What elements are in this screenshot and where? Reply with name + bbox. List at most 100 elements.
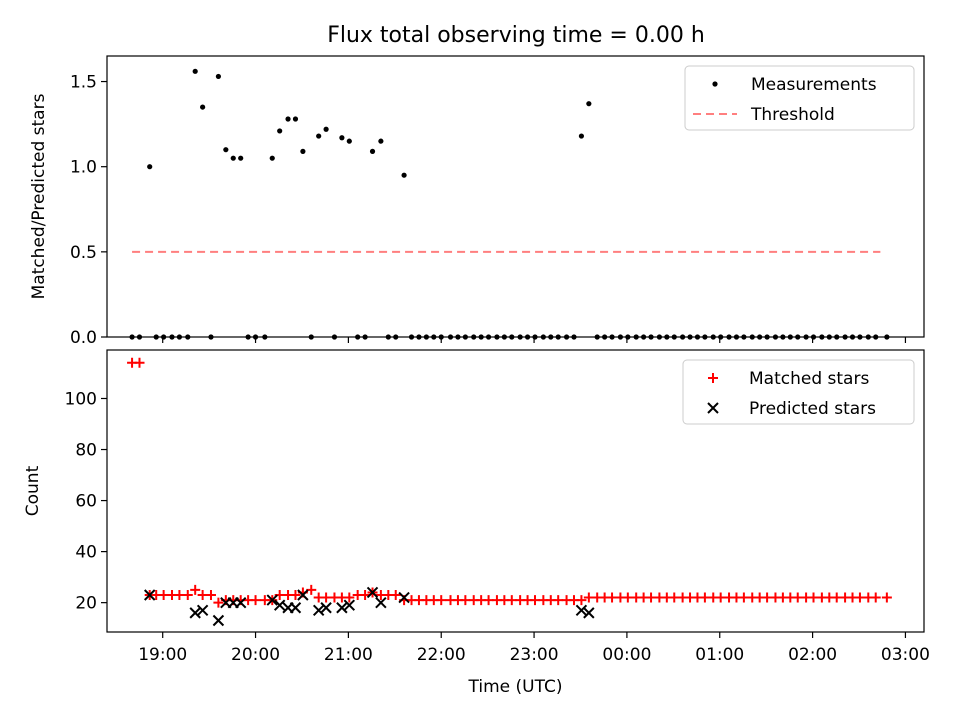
y-tick-label: 60: [75, 492, 97, 512]
data-point: [718, 334, 724, 340]
data-point: [854, 592, 865, 603]
y-tick-label: 1.0: [70, 158, 97, 178]
data-point: [540, 334, 546, 340]
data-point: [331, 334, 338, 340]
chart-title: Flux total observing time = 0.00 h: [327, 23, 705, 48]
data-point: [250, 595, 261, 606]
legend-box: [684, 65, 915, 131]
data-point: [702, 334, 708, 340]
legend-label: Predicted stars: [749, 399, 876, 419]
y-tick-label: 0.0: [70, 328, 97, 348]
legend-label: Measurements: [751, 75, 877, 95]
data-point: [808, 592, 819, 603]
data-point: [158, 589, 169, 600]
measurements-panel: 0.0 0.5 1.0 1.5 Matched/Predicted stars Measu…: [29, 55, 925, 348]
x-axis-label: Time (UTC): [468, 677, 563, 697]
data-point: [252, 334, 259, 340]
data-point: [153, 334, 159, 340]
data-point: [607, 592, 618, 603]
data-point: [344, 592, 355, 603]
y-tick-label: 40: [75, 543, 97, 563]
data-point: [586, 101, 592, 107]
data-point: [478, 334, 484, 340]
data-point: [196, 604, 209, 617]
data-point: [609, 334, 615, 340]
data-point: [245, 334, 251, 340]
data-point: [192, 68, 198, 74]
data-point: [143, 589, 156, 601]
data-point: [772, 334, 779, 340]
data-point: [360, 589, 371, 600]
data-point: [780, 334, 786, 340]
data-point: [185, 334, 191, 340]
data-point: [641, 334, 647, 340]
data-point: [506, 595, 517, 606]
data-point: [431, 334, 437, 340]
data-point: [378, 138, 384, 144]
data-point: [290, 589, 301, 600]
data-point: [884, 334, 890, 340]
data-point: [460, 595, 471, 606]
data-point: [205, 589, 216, 600]
data-point: [870, 592, 881, 603]
plot-frame: [106, 349, 925, 633]
data-point: [509, 334, 515, 340]
data-point: [710, 334, 716, 340]
x-tick-label: 19:00: [138, 645, 187, 665]
data-point: [741, 334, 747, 340]
data-point: [366, 586, 379, 599]
y-tick-label: 100: [65, 389, 97, 409]
data-point: [161, 334, 167, 340]
data-point: [438, 334, 444, 340]
data-point: [583, 592, 594, 603]
legend: Matched stars Predicted stars: [682, 359, 915, 425]
counts-panel: 20 40 60 80 100 19:00 20:00 21:00 22:00 23:00 00:0…: [23, 349, 930, 697]
data-point: [306, 584, 317, 595]
data-point: [617, 334, 624, 340]
data-point: [524, 334, 531, 340]
data-point: [578, 133, 585, 139]
data-point: [749, 334, 755, 340]
data-point: [369, 148, 376, 154]
data-point: [343, 599, 356, 611]
series-predicted-stars: [143, 586, 595, 627]
data-point: [174, 589, 185, 600]
data-point: [656, 334, 663, 340]
data-point: [873, 334, 879, 340]
legend-label: Matched stars: [749, 369, 869, 389]
data-point: [390, 589, 401, 600]
y-tick-label: 80: [75, 441, 97, 461]
legend-label: Threshold: [750, 105, 835, 125]
data-point: [762, 592, 773, 603]
data-point: [212, 614, 225, 627]
data-point: [738, 592, 749, 603]
data-point: [336, 602, 348, 614]
data-point: [532, 334, 538, 340]
data-point: [447, 334, 454, 340]
y-axis-label: Matched/Predicted stars: [29, 93, 49, 299]
data-point: [362, 334, 368, 340]
data-point: [555, 334, 561, 340]
data-point: [625, 334, 631, 340]
data-point: [230, 155, 236, 161]
data-point: [664, 334, 670, 340]
data-point: [339, 135, 345, 141]
data-point: [831, 592, 842, 603]
data-point: [129, 334, 135, 340]
data-point: [277, 128, 283, 134]
data-point: [147, 164, 153, 170]
data-point: [316, 133, 322, 139]
data-point: [136, 334, 143, 340]
data-point: [346, 138, 352, 144]
data-point: [134, 357, 145, 368]
plot-frame: [106, 55, 925, 338]
legend-box: [682, 359, 915, 425]
data-point: [757, 334, 763, 340]
data-point: [385, 334, 391, 340]
x-tick-label: 03:00: [881, 645, 930, 665]
data-point: [849, 334, 856, 340]
data-point: [694, 334, 701, 340]
data-point: [262, 334, 268, 340]
series-measurements: [129, 68, 890, 340]
data-point: [375, 596, 387, 609]
